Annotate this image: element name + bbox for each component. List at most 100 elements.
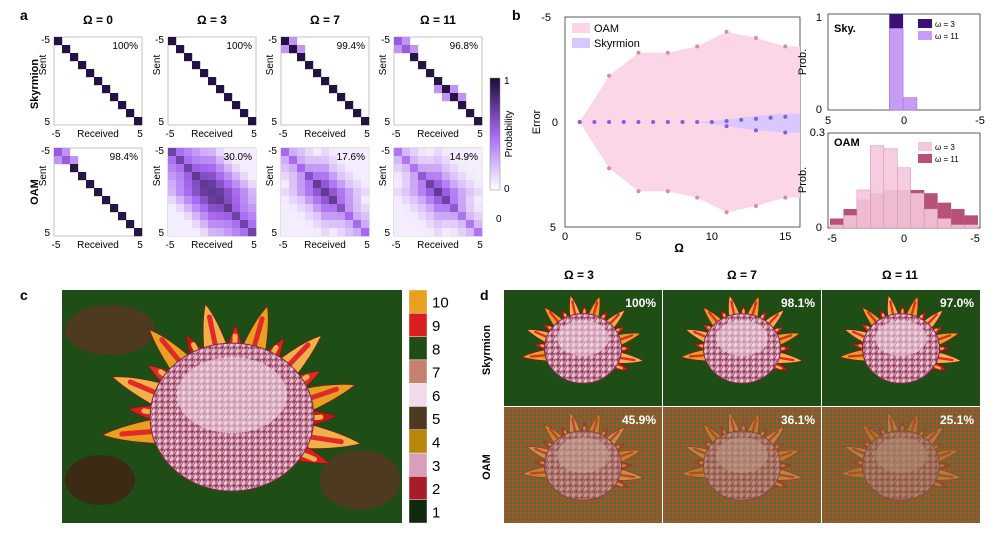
- matrix-cell: [184, 188, 193, 197]
- matrix-x-label: Received: [191, 240, 233, 251]
- colorbar-min: 0: [504, 184, 510, 195]
- matrix-cell: [442, 196, 451, 205]
- matrix-cell: [410, 164, 419, 173]
- sky-hist-y-tick: 1: [816, 12, 822, 24]
- matrix-cell: [402, 212, 411, 221]
- matrix-cell: [458, 93, 467, 102]
- matrix-cell: [329, 172, 338, 181]
- oam-error-band: [579, 31, 800, 213]
- matrix-cell: [62, 45, 71, 54]
- matrix-cell: [337, 212, 346, 221]
- matrix-cell: [313, 220, 322, 229]
- matrix-cell: [184, 53, 193, 62]
- matrix-x-tick: 5: [477, 240, 483, 251]
- matrix-cell: [361, 117, 370, 126]
- matrix-cell: [361, 148, 370, 157]
- matrix-cell: [337, 148, 346, 157]
- matrix-cell: [224, 93, 233, 102]
- matrix-cell: [289, 172, 298, 181]
- matrix-cell: [329, 85, 338, 94]
- matrix-x-label: Received: [417, 129, 459, 140]
- oam-bar-w11: [951, 209, 965, 228]
- matrix-x-tick: 5: [364, 129, 370, 140]
- matrix-cell: [200, 228, 209, 237]
- matrix-cell: [281, 45, 290, 54]
- matrix-cell: [313, 228, 322, 237]
- matrix-cell: [321, 156, 330, 165]
- sky-bar-w11: [902, 97, 918, 111]
- matrix-cell: [361, 188, 370, 197]
- matrix-cell: [184, 164, 193, 173]
- matrix-cell: [216, 85, 225, 94]
- matrix-cell: [86, 69, 95, 78]
- matrix-cell: [184, 220, 193, 229]
- sky-legend-label: ω = 3: [935, 20, 955, 29]
- skyrmion-error-point: [783, 114, 788, 119]
- skyrmion-error-point: [753, 116, 758, 121]
- matrix-cell: [466, 109, 475, 118]
- oam-histogram: OAM 0.3 0 Prob. -5 0 -5 ω = 3 ω = 11: [797, 127, 981, 245]
- matrix-cell: [434, 148, 443, 157]
- matrix-y-tick: 5: [271, 117, 277, 128]
- matrix-x-label: Received: [77, 240, 119, 251]
- colorbar-gradient: [489, 77, 501, 191]
- matrix-cell: [289, 188, 298, 197]
- skyrmion-error-point: [592, 120, 597, 124]
- matrix-cell: [353, 212, 362, 221]
- reconstruction-image: 36.1%: [663, 407, 821, 523]
- matrix-cell: [442, 85, 451, 94]
- matrix-cell: [394, 220, 403, 229]
- legend-label-oam: OAM: [594, 23, 619, 35]
- matrix-cell: [458, 164, 467, 173]
- matrix-cell: [216, 220, 225, 229]
- matrix-cell: [345, 164, 354, 173]
- matrix-cell: [466, 164, 475, 173]
- matrix-cell: [394, 228, 403, 237]
- matrix-cell: [224, 220, 233, 229]
- matrix-cell: [345, 172, 354, 181]
- matrix-cell: [345, 196, 354, 205]
- matrix-cell: [297, 172, 306, 181]
- matrix-cell: [224, 228, 233, 237]
- matrix-accuracy: 14.9%: [450, 152, 478, 163]
- oam-legend-swatch-11: [918, 154, 932, 163]
- panel-label-d: d: [480, 287, 489, 303]
- matrix-cell: [410, 53, 419, 62]
- matrix-y-tick: -5: [381, 146, 390, 157]
- matrix-cell: [216, 156, 225, 165]
- matrix-cell: [474, 188, 483, 197]
- error-x-tick: 15: [779, 231, 791, 243]
- oam-bar-w3: [856, 189, 871, 229]
- matrix-cell: [54, 156, 63, 165]
- matrix-cell: [313, 172, 322, 181]
- colorbar-level-label: 9: [432, 318, 440, 335]
- matrix-cell: [426, 156, 435, 165]
- matrix-cell: [394, 148, 403, 157]
- matrix-cell: [442, 188, 451, 197]
- matrix-cell: [321, 212, 330, 221]
- matrix-cell: [168, 188, 177, 197]
- matrix-cell: [458, 148, 467, 157]
- matrix-cell: [168, 164, 177, 173]
- matrix-cell: [329, 204, 338, 213]
- colorbar-level-swatch: [408, 406, 428, 430]
- matrix-cell: [297, 156, 306, 165]
- colorbar-level-swatch: [408, 336, 428, 361]
- cone-highlight: [557, 437, 609, 474]
- matrix-x-tick: -5: [279, 129, 288, 140]
- matrix-cell: [176, 220, 185, 229]
- matrix-cell: [232, 196, 241, 205]
- colorbar-level-label: 1: [432, 504, 440, 521]
- error-y-tick: 5: [550, 222, 556, 234]
- matrix-cell: [474, 117, 483, 126]
- matrix-cell: [216, 164, 225, 173]
- oam-hist-x-tick: -5: [970, 233, 980, 245]
- matrix-cell: [450, 156, 459, 165]
- matrix-cell: [345, 101, 354, 110]
- panel-label-a: a: [20, 7, 28, 23]
- matrix-cell: [450, 164, 459, 173]
- matrix-cell: [337, 180, 346, 189]
- matrix-cell: [394, 172, 403, 181]
- reconstruction-flower: [839, 294, 963, 384]
- matrix-cell: [126, 220, 135, 229]
